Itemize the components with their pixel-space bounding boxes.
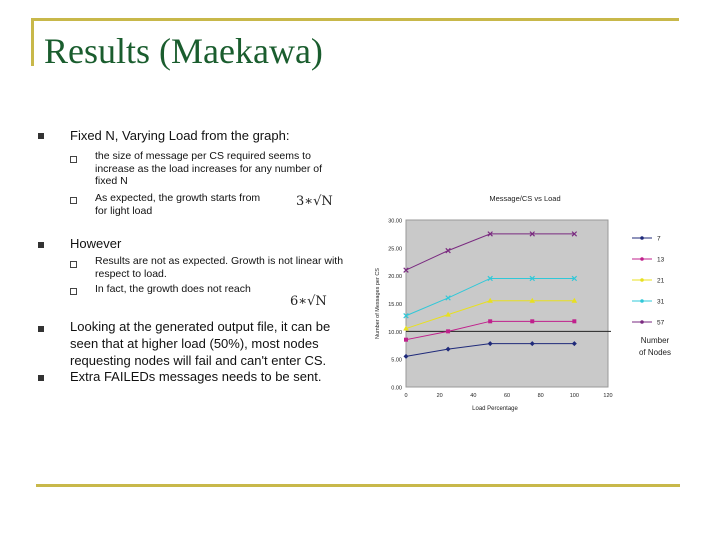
legend-label: 13 — [657, 257, 665, 264]
data-point — [445, 346, 451, 352]
data-point — [529, 341, 535, 347]
legend-label: 21 — [657, 278, 665, 285]
footer-rule — [36, 484, 680, 487]
data-point — [487, 341, 493, 347]
data-point — [445, 295, 451, 301]
slide-title: Results (Maekawa) — [44, 31, 323, 71]
subbullet-text: Results are not as expected. Growth is n… — [95, 255, 344, 280]
x-tick-label: 0 — [404, 393, 407, 399]
subbullet-marker — [70, 156, 77, 163]
x-tick-label: 80 — [538, 393, 544, 399]
x-tick-label: 120 — [603, 393, 612, 399]
data-point — [404, 337, 408, 342]
subbullet-text: the size of message per CS required seem… — [95, 150, 323, 187]
legend-label: 57 — [657, 320, 665, 327]
subbullet-marker — [70, 197, 77, 204]
data-point — [403, 313, 409, 319]
legend-marker — [640, 278, 644, 282]
x-tick-label: 100 — [570, 393, 579, 399]
data-point — [572, 319, 577, 324]
subbullet-text: In fact, the growth does not reach — [95, 283, 251, 295]
data-point — [571, 231, 578, 237]
formula-six-sqrt-n: 6∗√N — [290, 294, 327, 309]
plot-area — [405, 219, 609, 388]
data-point — [571, 275, 578, 282]
y-tick-label: 15.00 — [388, 302, 402, 308]
legend-marker — [640, 257, 644, 261]
data-point — [571, 297, 578, 303]
y-tick-label: 20.00 — [388, 274, 402, 280]
x-tick-label: 40 — [470, 393, 476, 399]
legend-marker — [640, 320, 644, 324]
y-tick-label: 25.00 — [388, 246, 402, 252]
legend-marker — [640, 299, 644, 303]
data-point — [571, 341, 577, 347]
chart-title: Message/CS vs Load — [489, 194, 560, 203]
title-frame-left — [31, 20, 34, 66]
y-tick-label: 5.00 — [391, 358, 402, 364]
data-point — [445, 247, 451, 254]
legend-marker — [640, 236, 644, 240]
title-frame-top — [31, 18, 679, 21]
data-point — [445, 311, 451, 317]
y-tick-label: 0.00 — [391, 386, 402, 392]
legend-title: Number — [641, 336, 670, 345]
data-point — [529, 275, 535, 282]
bullet-marker — [38, 326, 44, 332]
legend-label: 31 — [657, 299, 665, 306]
data-point — [487, 275, 493, 282]
chart-svg: Message/CS vs Load 0.00 5.00 10.00 15.00 20.0… — [375, 194, 671, 412]
bullet-marker — [38, 242, 44, 248]
legend-label: 7 — [657, 236, 661, 243]
x-axis-label: Load Percentage — [472, 406, 518, 412]
bullet-marker — [38, 375, 44, 381]
y-tick-label: 30.00 — [388, 219, 402, 225]
bullet-text: Fixed N, Varying Load from the graph: — [70, 128, 290, 143]
data-point — [488, 319, 493, 324]
data-point — [529, 297, 536, 303]
data-point — [446, 329, 451, 334]
y-tick-label: 10.00 — [388, 330, 402, 336]
y-axis-label: Number of Messages per CS — [375, 268, 381, 339]
data-point — [487, 297, 493, 303]
data-point — [403, 325, 409, 331]
bullet-text: Extra FAILEDs messages needs to be sent. — [70, 369, 322, 384]
data-point — [529, 231, 535, 237]
formula-three-sqrt-n: 3∗√N — [296, 194, 333, 209]
bullet-text: Looking at the generated output file, it… — [70, 319, 331, 368]
bullet-marker — [38, 133, 44, 139]
data-point — [403, 267, 409, 273]
legend-title: of Nodes — [639, 348, 671, 357]
data-point — [487, 231, 493, 237]
message-per-cs-chart: Message/CS vs Load 0.00 5.00 10.00 15.00 20.0… — [370, 185, 710, 415]
subbullet-marker — [70, 288, 77, 295]
subbullet-text: As expected, the growth starts from for … — [95, 192, 261, 217]
data-point — [403, 353, 409, 359]
data-point — [530, 319, 535, 324]
x-tick-label: 20 — [437, 393, 443, 399]
subbullet-marker — [70, 261, 77, 268]
x-tick-label: 60 — [504, 393, 510, 399]
bullet-text: However — [70, 236, 122, 251]
